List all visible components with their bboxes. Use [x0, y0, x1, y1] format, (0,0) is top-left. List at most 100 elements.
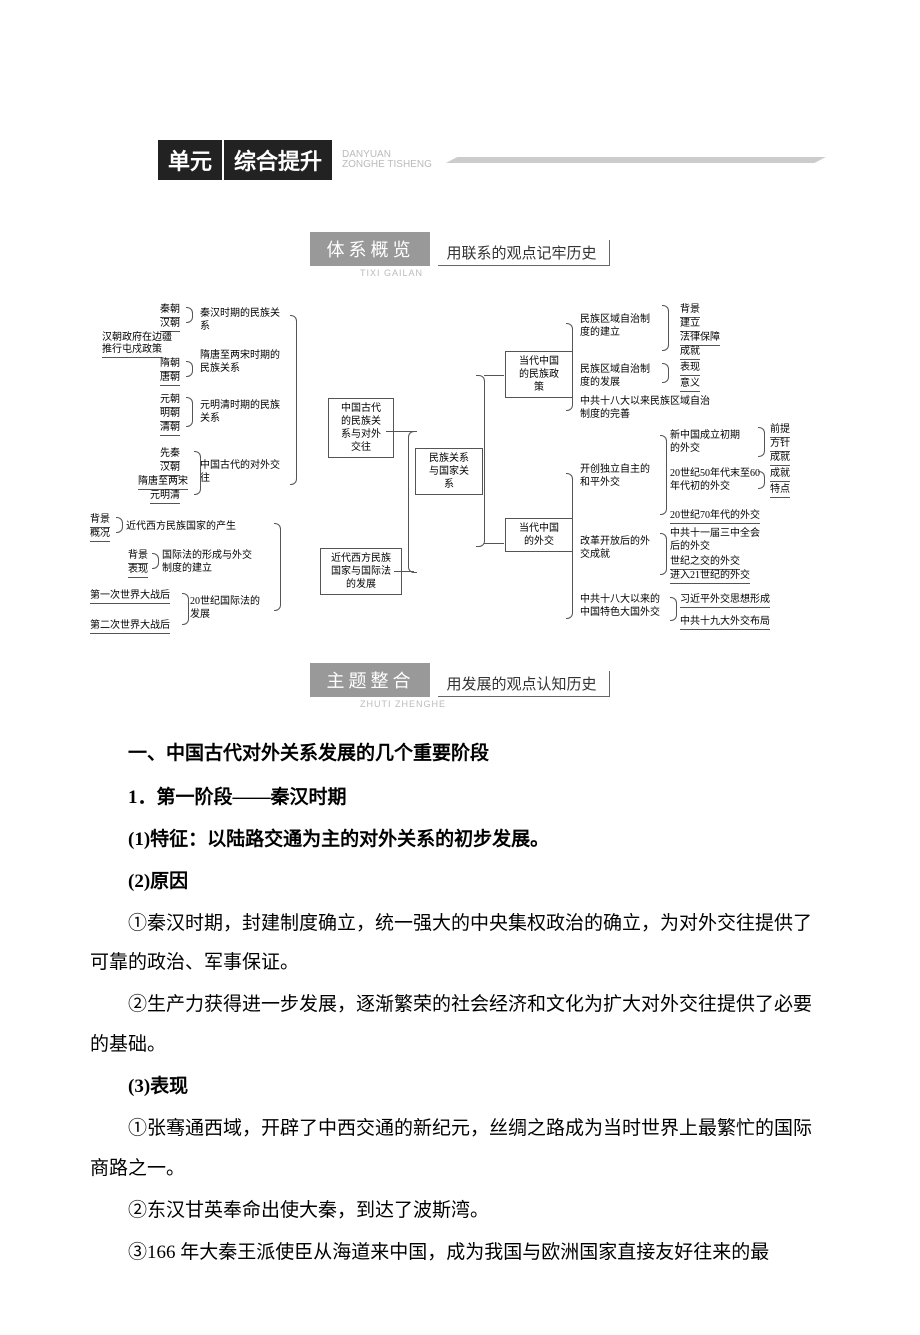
n: 世纪之交的外交 [670, 555, 740, 570]
n: 改革开放后的外交成就 [580, 535, 656, 562]
node-right-top-text: 当代中国的民族政策 [517, 355, 561, 394]
bracket [662, 363, 669, 383]
n: 中共十八大以来的中国特色大国外交 [580, 593, 666, 620]
n: 中共十八大以来民族区域自治制度的完善 [580, 395, 710, 422]
section2-subtitle: 用发展的观点认知历史 [438, 671, 609, 697]
bracket [186, 307, 193, 323]
bracket [660, 533, 667, 575]
para: (1)特征：以陆路交通为主的对外关系的初步发展。 [90, 820, 830, 860]
n: 元朝 [160, 393, 180, 408]
node-center: 民族关系与国家关系 [415, 448, 483, 495]
n: 推行屯戍政策 [102, 343, 162, 358]
bracket [758, 427, 765, 457]
section1-subtitle: 用联系的观点记牢历史 [438, 240, 609, 266]
n: 表现 [680, 361, 700, 376]
n: 成就 [770, 467, 790, 482]
n: 民族区域自治制度的发展 [580, 363, 656, 390]
n: 清朝 [160, 421, 180, 436]
n: 唐朝 [160, 371, 180, 386]
n: 表现 [128, 563, 148, 578]
node-left-bot: 近代西方民族国家与国际法的发展 [320, 548, 402, 595]
para: (3)表现 [90, 1067, 830, 1107]
node-left-bot-text: 近代西方民族国家与国际法的发展 [330, 552, 392, 591]
header-pinyin: DANYUAN ZONGHE TISHENG [342, 150, 432, 170]
n: 背景 [680, 303, 700, 318]
section2-pinyin: ZHUTI ZHENGHE [360, 699, 830, 709]
section1-pinyin: TIXI GAILAN [360, 268, 830, 278]
n: 秦汉时期的民族关系 [200, 307, 286, 334]
unit-header: 单元 综合提升 DANYUAN ZONGHE TISHENG [160, 140, 830, 182]
n: 建立 [680, 317, 700, 332]
bracket [758, 471, 765, 489]
concept-map: 民族关系与国家关系 中国古代的民族关系与对外交往 近代西方民族国家与国际法的发展… [90, 303, 830, 643]
n: 背景 [128, 549, 148, 564]
bracket [186, 397, 193, 427]
section2-title: 主题整合 用发展的观点认知历史 ZHUTI ZHENGHE [90, 663, 830, 709]
bracket [116, 517, 123, 533]
bracket [408, 431, 417, 573]
n: 明朝 [160, 407, 180, 422]
n: 先秦 [160, 447, 180, 462]
n: 国际法的形成与外交制度的建立 [162, 549, 252, 576]
n: 近代西方民族国家的产生 [126, 520, 236, 534]
n: 成就 [680, 345, 700, 360]
bracket [566, 473, 573, 619]
bracket [476, 375, 485, 547]
n: 第二次世界大战后 [90, 619, 170, 634]
bracket [662, 305, 669, 351]
para: ③166 年大秦王派使臣从海道来中国，成为我国与欧洲国家直接友好往来的最 [90, 1233, 830, 1273]
n: 中共十一届三中全会后的外交 [670, 527, 766, 554]
bracket [152, 553, 159, 569]
n: 进入21世纪的外交 [670, 569, 750, 584]
bracket [186, 361, 193, 377]
page: 单元 综合提升 DANYUAN ZONGHE TISHENG 体系概览 用联系的… [0, 0, 920, 1335]
bracket [660, 435, 667, 515]
para: (2)原因 [90, 862, 830, 902]
bracket [194, 451, 201, 495]
n: 法律保障 [680, 331, 720, 346]
n: 元明清 [150, 489, 180, 504]
bracket [670, 597, 677, 621]
n: 前提 [770, 423, 790, 438]
header-stripe [446, 157, 826, 163]
para: ②东汉甘英奉命出使大秦，到达了波斯湾。 [90, 1191, 830, 1231]
bracket [566, 323, 573, 411]
n: 方针 [770, 437, 790, 452]
heading-2: 1．第一阶段——秦汉时期 [90, 778, 830, 818]
n: 中国古代的对外交往 [200, 459, 286, 486]
n: 汉朝 [160, 461, 180, 476]
bracket [274, 523, 281, 611]
n: 意义 [680, 377, 700, 392]
n: 隋唐至两宋时期的民族关系 [200, 349, 286, 376]
n: 隋朝 [160, 357, 180, 372]
section1-title-box: 体系概览 [310, 232, 430, 266]
bracket [290, 315, 297, 485]
para: ②生产力获得进一步发展，逐渐繁荣的社会经济和文化为扩大对外交往提供了必要的基础。 [90, 985, 830, 1065]
header-box2: 综合提升 [224, 140, 332, 180]
section2-title-box: 主题整合 [310, 663, 430, 697]
line [484, 543, 504, 544]
para: ①张骞通西域，开辟了中西交通的新纪元，丝绸之路成为当时世界上最繁忙的国际商路之一… [90, 1109, 830, 1189]
n: 中共十九大外交布局 [680, 615, 770, 630]
body-text: 一、中国古代对外关系发展的几个重要阶段 1．第一阶段——秦汉时期 (1)特征：以… [90, 734, 830, 1273]
line [484, 375, 504, 376]
n: 20世纪50年代末至60年代初的外交 [670, 467, 760, 494]
n: 概况 [90, 527, 110, 542]
node-left-top-text: 中国古代的民族关系与对外交往 [340, 402, 382, 454]
section1-title: 体系概览 用联系的观点记牢历史 TIXI GAILAN [90, 232, 830, 278]
header-pinyin2: ZONGHE TISHENG [342, 159, 432, 170]
n: 第一次世界大战后 [90, 589, 170, 604]
n: 民族区域自治制度的建立 [580, 313, 656, 340]
n: 成就 [770, 451, 790, 466]
n: 特点 [770, 483, 790, 498]
n: 元明清时期的民族关系 [200, 399, 286, 426]
bracket [182, 593, 189, 625]
para: ①秦汉时期，封建制度确立，统一强大的中央集权政治的确立，为对外交往提供了可靠的政… [90, 904, 830, 984]
node-right-bot-text: 当代中国的外交 [517, 522, 561, 548]
n: 汉朝 [160, 317, 180, 332]
heading-1: 一、中国古代对外关系发展的几个重要阶段 [90, 734, 830, 774]
node-right-bot: 当代中国的外交 [505, 518, 573, 552]
n: 背景 [90, 513, 110, 528]
node-right-top: 当代中国的民族政策 [505, 351, 573, 398]
n: 20世纪70年代的外交 [670, 509, 760, 524]
